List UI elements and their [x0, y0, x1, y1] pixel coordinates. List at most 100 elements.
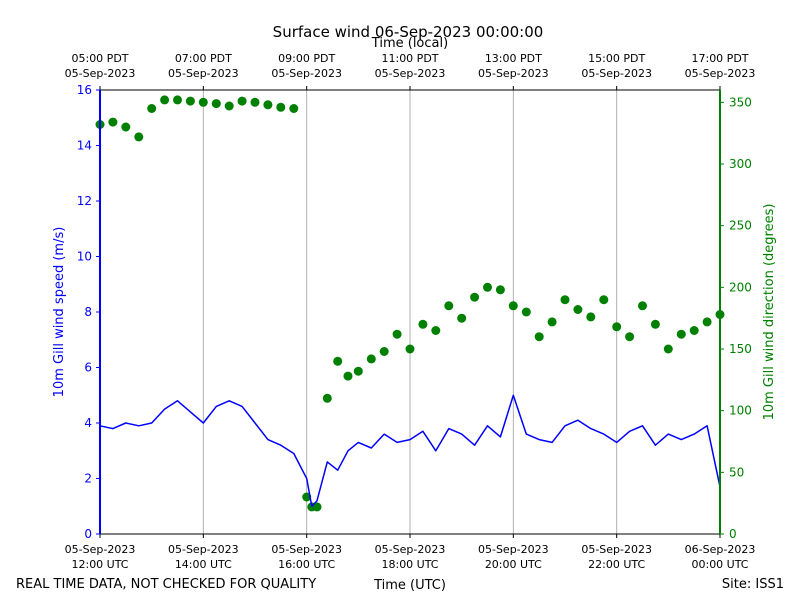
top-tick-date-label: 05-Sep-2023: [65, 67, 136, 80]
direction-point: [237, 96, 247, 106]
top-tick-time-label: 17:00 PDT: [691, 52, 748, 65]
x-tick-date-label: 05-Sep-2023: [168, 543, 239, 556]
x-tick-time-label: 22:00 UTC: [588, 558, 645, 571]
direction-point: [638, 301, 647, 311]
direction-point: [392, 329, 402, 339]
direction-point: [173, 95, 182, 105]
direction-point: [185, 96, 195, 106]
direction-point: [573, 305, 583, 314]
speed-line: [99, 394, 721, 508]
direction-point: [521, 307, 531, 317]
direction-point: [312, 502, 322, 512]
x-tick-time-label: 00:00 UTC: [691, 558, 748, 571]
direction-point: [289, 104, 299, 113]
direction-point: [483, 282, 492, 292]
direction-point: [198, 97, 208, 107]
right-tick-label: 300: [729, 157, 752, 171]
direction-point: [418, 319, 428, 329]
direction-point: [160, 95, 170, 105]
left-tick-label: 6: [84, 361, 92, 375]
direction-point: [431, 326, 441, 335]
direction-point: [534, 332, 544, 342]
top-tick-time-label: 09:00 PDT: [278, 52, 335, 65]
direction-point: [121, 122, 131, 132]
direction-point: [625, 332, 635, 342]
x-tick-date-label: 06-Sep-2023: [685, 543, 756, 556]
direction-point: [612, 322, 622, 332]
direction-point: [134, 132, 144, 142]
direction-point: [547, 317, 557, 327]
right-tick-label: 350: [729, 95, 752, 109]
direction-point: [405, 344, 415, 354]
footer-site-label: Site: ISS1: [722, 577, 784, 592]
left-tick-label: 0: [84, 527, 92, 541]
direction-point: [108, 117, 118, 127]
left-tick-label: 8: [84, 305, 92, 319]
right-tick-label: 50: [729, 465, 744, 479]
top-tick-time-label: 11:00 PDT: [381, 52, 438, 65]
speed-series: [99, 394, 721, 508]
right-tick-label: 100: [729, 404, 752, 418]
left-tick-label: 16: [77, 83, 92, 97]
top-tick-date-label: 05-Sep-2023: [375, 67, 446, 80]
direction-point: [457, 313, 467, 323]
direction-point: [676, 329, 686, 339]
direction-point: [366, 354, 376, 364]
top-tick-time-label: 05:00 PDT: [71, 52, 128, 65]
direction-point: [650, 319, 660, 329]
direction-point: [663, 344, 673, 354]
direction-point: [147, 104, 157, 113]
left-axis-label: 10m Gill wind speed (m/s): [52, 227, 67, 398]
left-tick-label: 4: [84, 416, 92, 430]
direction-point: [495, 285, 505, 295]
top-tick-date-label: 05-Sep-2023: [271, 67, 342, 80]
chart-title: Surface wind 06-Sep-2023 00:00:00: [273, 23, 544, 41]
top-tick-time-label: 07:00 PDT: [175, 52, 232, 65]
x-tick-time-label: 18:00 UTC: [381, 558, 438, 571]
direction-point: [470, 292, 480, 302]
direction-point: [322, 393, 332, 403]
direction-point: [250, 97, 260, 107]
direction-point: [333, 356, 343, 366]
grid-lines: [202, 90, 618, 534]
left-tick-label: 14: [77, 139, 92, 153]
x-tick-date-label: 05-Sep-2023: [65, 543, 136, 556]
top-tick-time-label: 13:00 PDT: [485, 52, 542, 65]
direction-point: [211, 99, 221, 109]
direction-point: [560, 295, 570, 305]
direction-point: [599, 295, 609, 305]
right-axis-label: 10m Gill wind direction (degrees): [762, 204, 777, 421]
right-tick-label: 0: [729, 527, 737, 541]
direction-point: [508, 301, 518, 311]
top-tick-date-label: 05-Sep-2023: [168, 67, 239, 80]
direction-point: [689, 326, 699, 335]
right-tick-label: 250: [729, 219, 752, 233]
direction-point: [379, 347, 389, 356]
x-tick-time-label: 16:00 UTC: [278, 558, 335, 571]
right-tick-label: 200: [729, 280, 752, 294]
top-tick-date-label: 05-Sep-2023: [581, 67, 652, 80]
left-tick-label: 2: [84, 472, 92, 486]
x-tick-date-label: 05-Sep-2023: [271, 543, 342, 556]
top-tick-date-label: 05-Sep-2023: [478, 67, 549, 80]
x-tick-date-label: 05-Sep-2023: [375, 543, 446, 556]
left-tick-label: 10: [77, 250, 92, 264]
top-tick-time-label: 15:00 PDT: [588, 52, 645, 65]
footer-quality-note: REAL TIME DATA, NOT CHECKED FOR QUALITY: [16, 577, 316, 592]
direction-point: [586, 312, 596, 322]
top-tick-date-label: 05-Sep-2023: [685, 67, 756, 80]
direction-point: [263, 100, 273, 110]
direction-point: [224, 101, 234, 111]
axis-ticks: 05-Sep-2023 12:00 UTC 05:00 PDT 05-Sep-2023…: [65, 52, 756, 571]
direction-point: [444, 301, 454, 311]
x-tick-time-label: 12:00 UTC: [71, 558, 128, 571]
x-tick-time-label: 20:00 UTC: [485, 558, 542, 571]
x-tick-date-label: 05-Sep-2023: [478, 543, 549, 556]
direction-point: [343, 371, 353, 381]
x-tick-time-label: 14:00 UTC: [175, 558, 232, 571]
right-tick-label: 150: [729, 342, 752, 356]
top-axis-label: Time (local): [371, 36, 448, 51]
direction-point: [276, 102, 286, 112]
